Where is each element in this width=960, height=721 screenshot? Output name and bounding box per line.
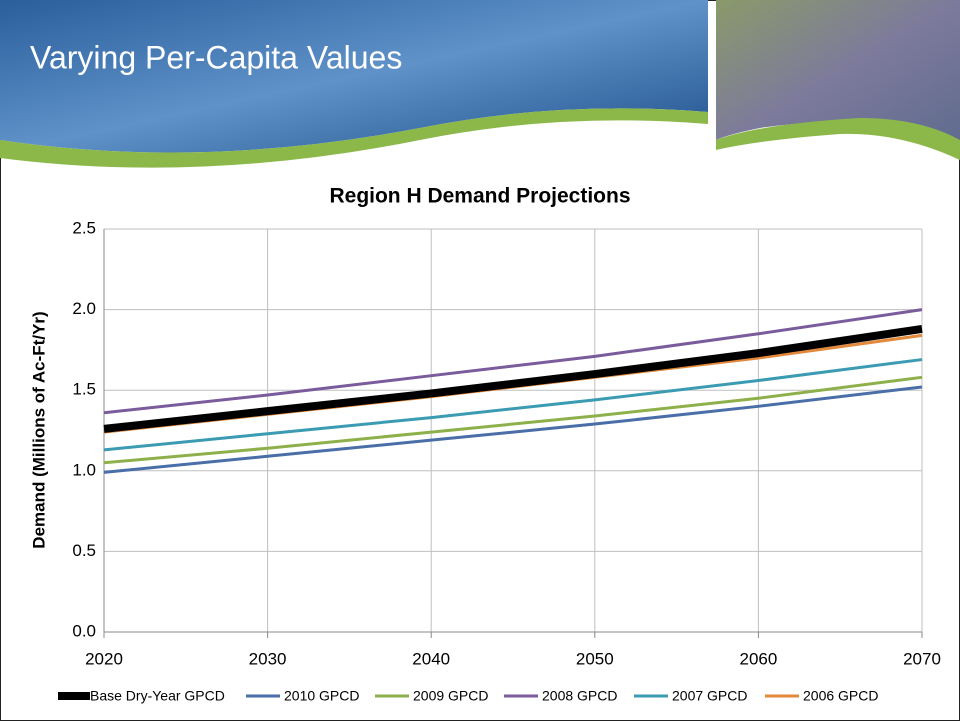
y-tick-label: 0.0 bbox=[72, 621, 96, 640]
y-tick-label: 1.5 bbox=[72, 380, 96, 399]
series-line bbox=[103, 308, 923, 415]
y-tick-label: 1.0 bbox=[72, 460, 96, 479]
chart-title: Region H Demand Projections bbox=[329, 185, 630, 208]
header-wave bbox=[0, 108, 708, 168]
slide-title: Varying Per-Capita Values bbox=[30, 39, 402, 75]
legend-label: 2010 GPCD bbox=[284, 688, 359, 704]
series-line bbox=[103, 358, 923, 452]
series-line bbox=[103, 375, 923, 465]
legend-label: 2009 GPCD bbox=[413, 688, 488, 704]
y-tick-label: 2.5 bbox=[72, 218, 96, 237]
legend-label: Base Dry-Year GPCD bbox=[90, 688, 225, 704]
x-tick-label: 2060 bbox=[739, 649, 777, 668]
series-line bbox=[103, 324, 923, 433]
y-tick-label: 0.5 bbox=[72, 541, 96, 560]
x-tick-label: 2070 bbox=[903, 649, 941, 668]
y-axis-label: Demand (Millions of Ac-Ft/Yr) bbox=[29, 311, 48, 548]
y-tick-label: 2.0 bbox=[72, 299, 96, 318]
x-tick-label: 2050 bbox=[576, 649, 614, 668]
header-wave-right bbox=[716, 118, 960, 160]
x-tick-label: 2030 bbox=[249, 649, 287, 668]
legend-label: 2007 GPCD bbox=[672, 688, 747, 704]
x-tick-label: 2040 bbox=[412, 649, 450, 668]
header-image bbox=[716, 0, 960, 150]
legend-label: 2008 GPCD bbox=[542, 688, 617, 704]
series-line bbox=[103, 385, 923, 474]
legend-label: 2006 GPCD bbox=[803, 688, 878, 704]
x-tick-label: 2020 bbox=[85, 649, 123, 668]
header-water bbox=[0, 0, 708, 153]
